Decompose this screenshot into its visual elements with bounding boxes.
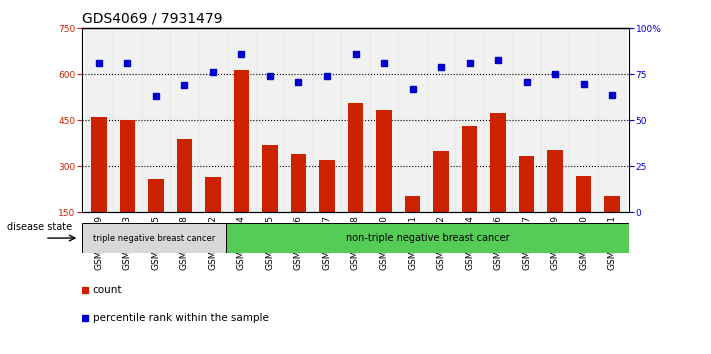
Bar — [205, 177, 221, 258]
Bar — [376, 110, 392, 258]
Bar — [483, 28, 513, 212]
Bar — [262, 145, 278, 258]
Bar — [119, 120, 135, 258]
Text: GDS4069 / 7931479: GDS4069 / 7931479 — [82, 12, 223, 26]
Bar — [433, 151, 449, 258]
Bar — [82, 223, 226, 253]
Bar — [576, 176, 592, 258]
Bar — [427, 28, 455, 212]
Text: percentile rank within the sample: percentile rank within the sample — [92, 313, 269, 324]
Bar — [461, 126, 477, 258]
Bar — [541, 28, 570, 212]
Bar — [604, 195, 620, 258]
Text: count: count — [92, 285, 122, 296]
Text: disease state: disease state — [7, 222, 73, 233]
Bar — [319, 160, 335, 258]
Bar — [170, 28, 198, 212]
Bar — [226, 223, 629, 253]
Bar — [348, 103, 363, 258]
Bar — [176, 139, 192, 258]
Text: non-triple negative breast cancer: non-triple negative breast cancer — [346, 233, 509, 243]
Bar — [370, 28, 398, 212]
Text: triple negative breast cancer: triple negative breast cancer — [92, 234, 215, 242]
Bar — [85, 28, 113, 212]
Bar — [513, 28, 541, 212]
Bar — [313, 28, 341, 212]
Bar — [598, 28, 626, 212]
Bar — [148, 179, 164, 258]
Bar — [198, 28, 228, 212]
Bar — [547, 149, 563, 258]
Bar — [490, 113, 506, 258]
Bar — [291, 154, 306, 258]
Bar — [570, 28, 598, 212]
Bar — [398, 28, 427, 212]
Bar — [256, 28, 284, 212]
Bar — [455, 28, 483, 212]
Bar — [141, 28, 170, 212]
Bar — [113, 28, 141, 212]
Bar — [284, 28, 313, 212]
Bar — [234, 70, 250, 258]
Bar — [405, 195, 420, 258]
Bar — [519, 156, 535, 258]
Bar — [228, 28, 256, 212]
Bar — [341, 28, 370, 212]
Bar — [91, 117, 107, 258]
